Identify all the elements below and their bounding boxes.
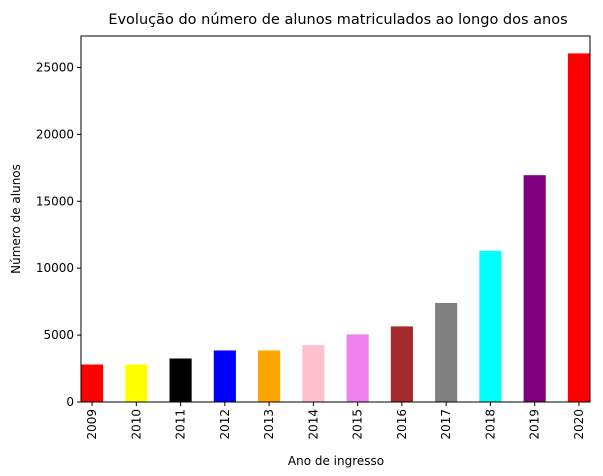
x-tick-label: 2015: [351, 409, 365, 440]
x-axis-label: Ano de ingresso: [288, 454, 384, 468]
bar-2017: [435, 302, 458, 402]
bar-2009: [81, 364, 104, 402]
bar-2019: [523, 175, 546, 402]
bar-2014: [302, 345, 325, 402]
y-axis-label: Número de alunos: [9, 164, 23, 274]
x-tick-label: 2016: [395, 409, 409, 440]
bar-2018: [479, 250, 502, 402]
bar-2012: [213, 350, 236, 402]
bar-2013: [258, 350, 281, 402]
y-tick-label: 10000: [36, 261, 74, 275]
bars-group: [81, 53, 590, 403]
x-tick-label: 2009: [85, 409, 99, 440]
x-tick-label: 2013: [262, 409, 276, 440]
y-tick-label: 25000: [36, 60, 74, 74]
x-tick-label: 2018: [483, 409, 497, 440]
y-tick-label: 5000: [43, 328, 74, 342]
x-tick-label: 2014: [306, 409, 320, 440]
y-axis-ticks: 0 5000 10000 15000 20000 25000: [36, 60, 81, 409]
x-tick-label: 2011: [174, 409, 188, 440]
x-tick-label: 2010: [129, 409, 143, 440]
x-tick-label: 2019: [528, 409, 542, 440]
bar-2010: [125, 364, 148, 402]
x-tick-label: 2012: [218, 409, 232, 440]
bar-2020: [567, 53, 590, 403]
bar-2011: [169, 358, 192, 402]
bar-2016: [390, 326, 413, 402]
x-tick-label: 2017: [439, 409, 453, 440]
bar-2015: [346, 334, 369, 402]
y-tick-label: 20000: [36, 127, 74, 141]
y-tick-label: 0: [66, 395, 74, 409]
plot-frame: [80, 35, 591, 403]
y-tick-label: 15000: [36, 194, 74, 208]
x-tick-label: 2020: [572, 409, 586, 440]
x-axis-ticks: 2009 2010 2011 2012 2013 2014 2015 2016 2017 2018…: [85, 402, 586, 440]
chart-title: Evolução do número de alunos matriculado…: [108, 12, 567, 28]
